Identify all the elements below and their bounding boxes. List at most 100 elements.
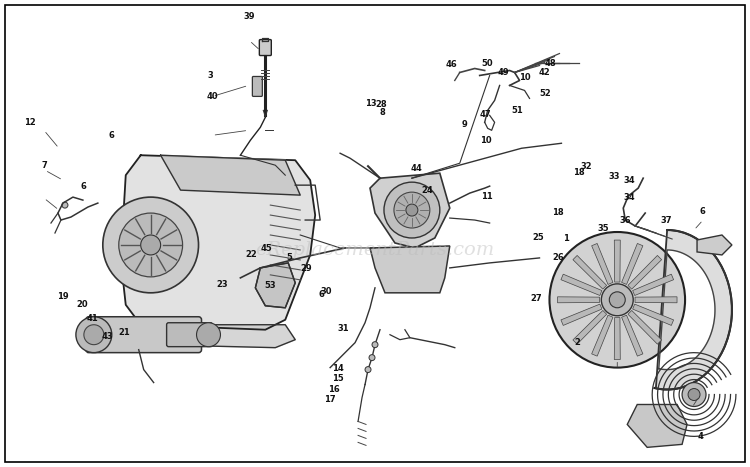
Text: 23: 23 [216,280,227,289]
Text: 16: 16 [328,385,340,394]
Text: 37: 37 [661,216,673,225]
Polygon shape [627,404,687,447]
Circle shape [406,204,418,216]
Text: 30: 30 [321,287,332,296]
Text: 22: 22 [246,250,257,259]
Polygon shape [622,243,643,284]
Text: 17: 17 [324,395,336,404]
Polygon shape [633,304,674,325]
Text: 8: 8 [380,108,386,117]
Polygon shape [656,230,732,389]
Text: 10: 10 [519,73,530,82]
Polygon shape [141,325,296,347]
Circle shape [118,213,182,277]
Text: 36: 36 [620,216,632,225]
Polygon shape [160,155,300,195]
Circle shape [365,367,371,373]
Text: 35: 35 [597,224,609,234]
Text: 13: 13 [365,99,377,107]
Circle shape [384,182,439,238]
Polygon shape [633,274,674,296]
Circle shape [688,389,700,401]
Text: 32: 32 [580,163,592,171]
Polygon shape [628,255,662,289]
Polygon shape [614,318,620,360]
Text: 6: 6 [700,207,706,216]
Circle shape [602,284,633,316]
Polygon shape [370,246,450,293]
Text: 3: 3 [208,71,213,80]
Text: 40: 40 [206,92,218,101]
Text: 10: 10 [480,136,491,145]
Text: 6: 6 [318,290,324,299]
Circle shape [394,192,430,228]
Circle shape [84,325,104,345]
Text: 42: 42 [538,68,550,78]
Text: 21: 21 [118,328,130,337]
Polygon shape [573,311,607,344]
Text: 39: 39 [244,13,255,21]
Polygon shape [614,240,620,282]
Text: 53: 53 [265,281,276,290]
Text: 51: 51 [512,106,523,114]
Polygon shape [592,315,613,356]
Polygon shape [370,173,450,248]
Text: 49: 49 [498,68,509,78]
Text: 28: 28 [375,99,387,108]
Text: 29: 29 [301,264,312,273]
Text: 5: 5 [286,253,292,262]
Text: eReplacementParts.com: eReplacementParts.com [255,241,495,259]
Text: 24: 24 [422,186,434,195]
Polygon shape [697,235,732,255]
FancyBboxPatch shape [260,40,272,56]
Text: 34: 34 [623,193,635,202]
Text: 18: 18 [553,208,564,217]
Text: 2: 2 [574,339,580,347]
Circle shape [103,197,199,293]
Polygon shape [561,304,602,325]
Text: 46: 46 [446,60,458,70]
Text: 45: 45 [261,244,272,253]
Polygon shape [573,255,607,289]
Text: 43: 43 [101,333,113,341]
Text: 31: 31 [338,325,350,333]
Text: 50: 50 [482,59,493,68]
Polygon shape [592,243,613,284]
Polygon shape [255,263,296,308]
Text: 48: 48 [545,59,556,68]
Text: 11: 11 [482,192,493,201]
Polygon shape [561,274,602,296]
Text: 9: 9 [462,120,467,128]
Text: 41: 41 [86,314,98,323]
Circle shape [682,382,706,406]
Circle shape [550,232,685,368]
Text: 27: 27 [530,294,542,303]
Text: 44: 44 [410,164,422,173]
Text: 47: 47 [480,110,491,119]
Text: 4: 4 [698,432,703,440]
FancyBboxPatch shape [86,317,202,353]
Text: 20: 20 [76,300,88,309]
Polygon shape [557,297,599,303]
Circle shape [141,235,160,255]
Text: 33: 33 [608,172,620,181]
Text: 25: 25 [532,233,544,242]
Circle shape [369,354,375,361]
Text: 15: 15 [332,374,344,383]
Polygon shape [635,297,677,303]
FancyBboxPatch shape [166,323,212,347]
Text: 1: 1 [562,234,568,243]
Circle shape [196,323,220,347]
Polygon shape [622,315,643,356]
Text: 19: 19 [56,292,68,301]
Text: 6: 6 [109,131,115,140]
FancyBboxPatch shape [252,77,262,96]
Text: 7: 7 [41,162,47,170]
Text: 34: 34 [623,177,635,185]
Text: 12: 12 [24,118,35,127]
Text: 26: 26 [552,253,564,262]
Circle shape [76,317,112,353]
Text: 18: 18 [573,169,585,177]
Circle shape [372,342,378,347]
Text: 14: 14 [332,364,344,373]
